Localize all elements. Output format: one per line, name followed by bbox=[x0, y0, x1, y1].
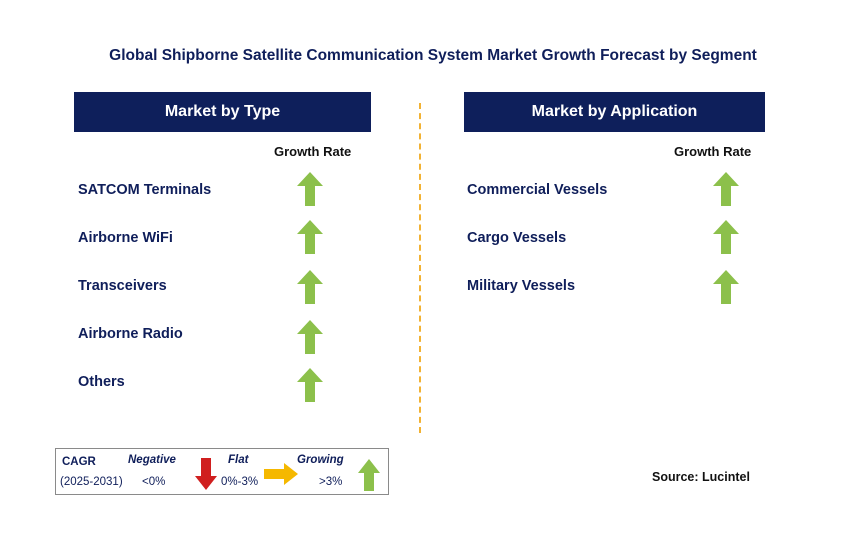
type-panel-header: Market by Type bbox=[74, 92, 371, 132]
up-arrow-icon bbox=[713, 220, 739, 254]
up-arrow-icon bbox=[297, 368, 323, 402]
up-arrow-icon bbox=[297, 320, 323, 354]
up-arrow-icon bbox=[713, 172, 739, 206]
source-note: Source: Lucintel bbox=[652, 470, 750, 484]
type-item-airborne-wifi: Airborne WiFi bbox=[78, 230, 173, 246]
type-item-others: Others bbox=[78, 374, 125, 390]
type-item-airborne-radio: Airborne Radio bbox=[78, 326, 183, 342]
legend-cagr-label: CAGR bbox=[62, 456, 96, 468]
application-item-cargo-vessels: Cargo Vessels bbox=[467, 230, 567, 246]
type-item-satcom-terminals: SATCOM Terminals bbox=[78, 182, 212, 198]
legend-negative-range: <0% bbox=[142, 476, 166, 488]
up-arrow-icon bbox=[358, 459, 380, 491]
legend-negative-label: Negative bbox=[128, 454, 176, 466]
application-panel-header: Market by Application bbox=[464, 92, 765, 132]
down-arrow-icon bbox=[195, 458, 217, 490]
legend-growing-label: Growing bbox=[297, 454, 344, 466]
up-arrow-icon bbox=[297, 172, 323, 206]
up-arrow-icon bbox=[297, 220, 323, 254]
legend-flat-label: Flat bbox=[228, 454, 249, 466]
up-arrow-icon bbox=[297, 270, 323, 304]
cagr-legend: CAGR (2025-2031) Negative <0% Flat 0%-3%… bbox=[55, 448, 389, 495]
type-item-transceivers: Transceivers bbox=[78, 278, 167, 294]
legend-flat-range: 0%-3% bbox=[221, 476, 259, 488]
type-growth-rate-label: Growth Rate bbox=[274, 144, 352, 159]
application-item-commercial-vessels: Commercial Vessels bbox=[467, 182, 608, 198]
right-arrow-icon bbox=[264, 463, 298, 485]
application-item-military-vessels: Military Vessels bbox=[467, 278, 576, 294]
legend-growing-range: >3% bbox=[319, 476, 343, 488]
panel-divider bbox=[419, 103, 421, 433]
legend-period: (2025-2031) bbox=[60, 476, 123, 488]
application-growth-rate-label: Growth Rate bbox=[674, 144, 752, 159]
up-arrow-icon bbox=[713, 270, 739, 304]
page-title: Global Shipborne Satellite Communication… bbox=[109, 47, 757, 64]
